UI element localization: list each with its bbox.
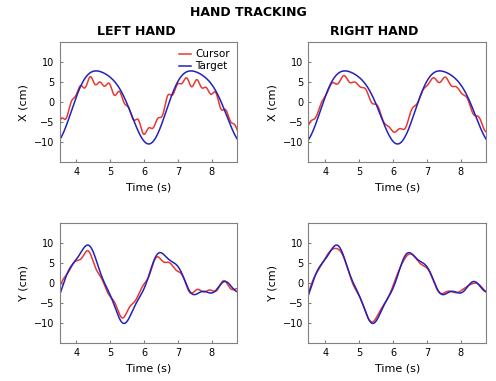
Text: LEFT HAND: LEFT HAND	[97, 25, 176, 38]
X-axis label: Time (s): Time (s)	[126, 183, 171, 193]
Y-axis label: X (cm): X (cm)	[267, 84, 278, 120]
X-axis label: Time (s): Time (s)	[374, 183, 420, 193]
Y-axis label: Y (cm): Y (cm)	[19, 265, 29, 301]
Y-axis label: Y (cm): Y (cm)	[267, 265, 278, 301]
Y-axis label: X (cm): X (cm)	[19, 84, 29, 120]
Text: RIGHT HAND: RIGHT HAND	[330, 25, 419, 38]
Text: HAND TRACKING: HAND TRACKING	[189, 6, 307, 19]
X-axis label: Time (s): Time (s)	[126, 363, 171, 373]
Legend: Cursor, Target: Cursor, Target	[177, 47, 232, 74]
X-axis label: Time (s): Time (s)	[374, 363, 420, 373]
